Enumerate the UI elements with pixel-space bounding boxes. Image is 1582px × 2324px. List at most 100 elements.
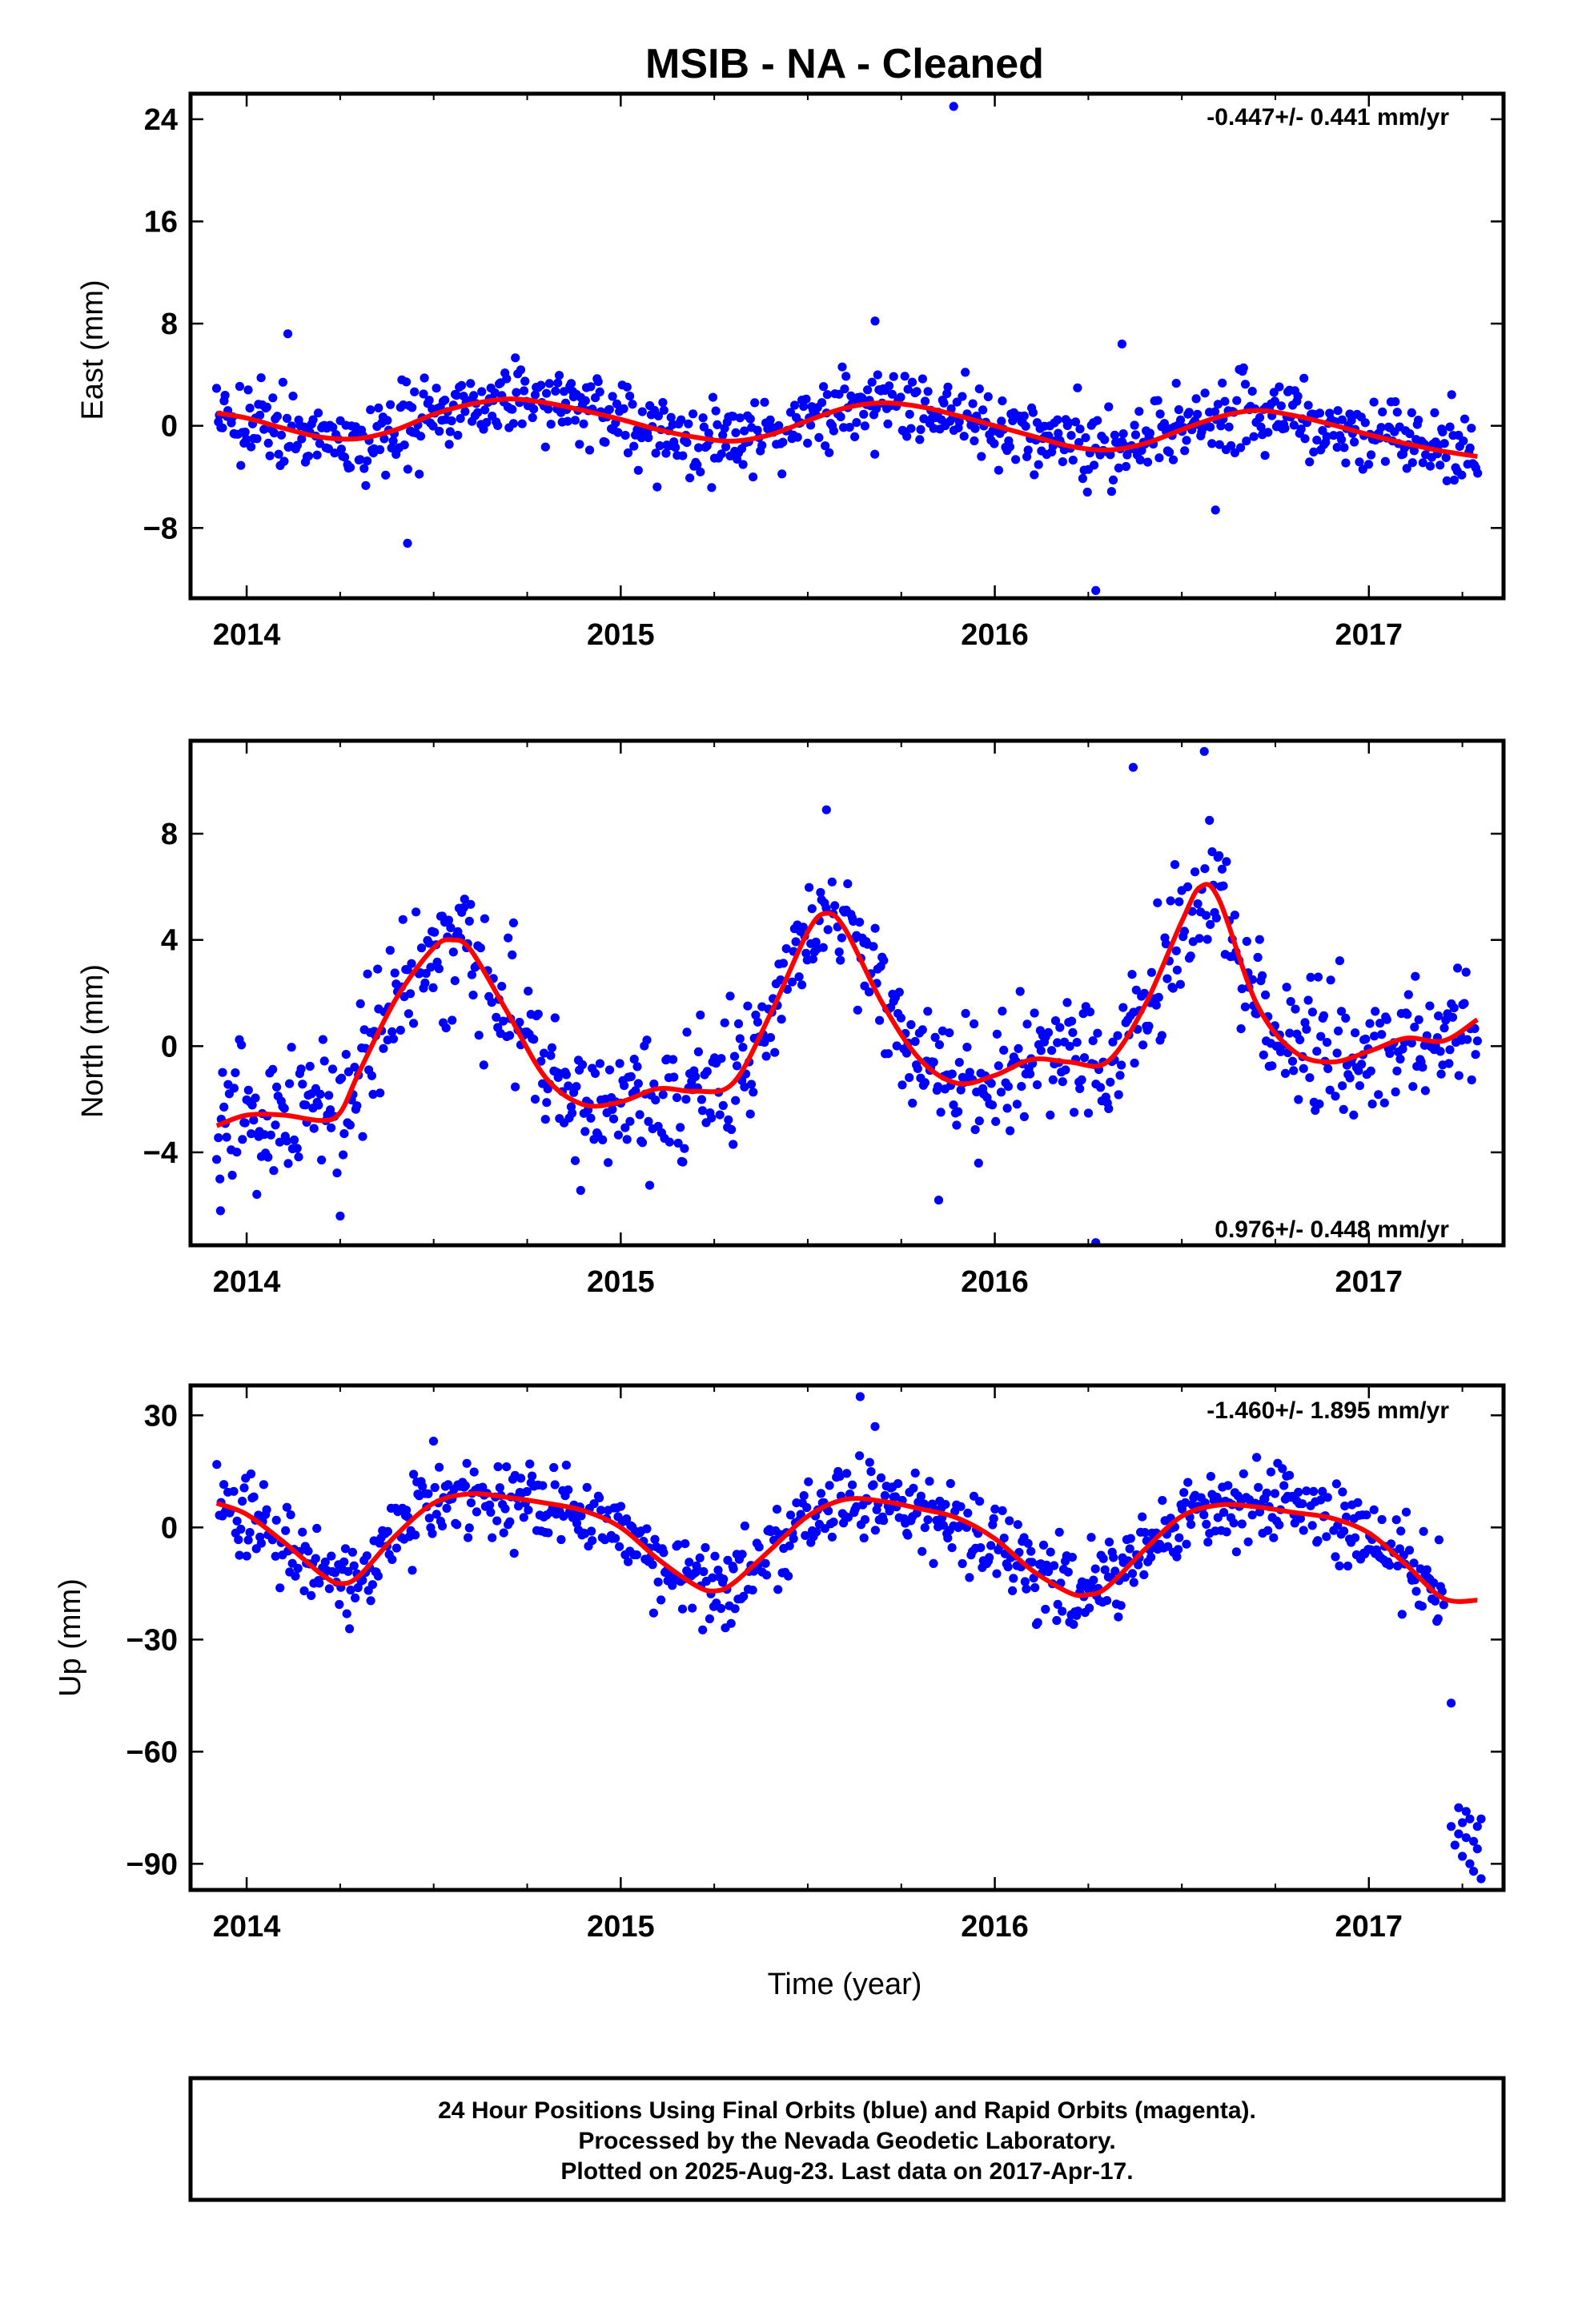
- data-point: [256, 373, 266, 383]
- data-point: [677, 1604, 688, 1614]
- data-point: [631, 1086, 640, 1096]
- data-point: [442, 1503, 452, 1513]
- data-point: [1279, 1481, 1289, 1490]
- data-point: [1403, 1010, 1412, 1019]
- data-point: [1323, 1493, 1332, 1502]
- data-point: [920, 1078, 930, 1088]
- data-point: [1369, 397, 1379, 407]
- data-point: [1306, 972, 1315, 982]
- y-tick-label: −90: [126, 1848, 178, 1881]
- data-point: [729, 1051, 740, 1061]
- data-point: [249, 1116, 259, 1125]
- data-point: [1161, 939, 1170, 949]
- data-point: [256, 1538, 266, 1548]
- data-point: [801, 1530, 810, 1540]
- data-point: [1203, 1538, 1213, 1547]
- data-point: [1180, 446, 1190, 456]
- data-point: [292, 1144, 302, 1153]
- data-point: [515, 1017, 524, 1027]
- data-point: [269, 428, 279, 438]
- data-point: [623, 448, 633, 458]
- data-point: [920, 396, 930, 406]
- data-point: [288, 392, 298, 401]
- data-point: [772, 1505, 782, 1514]
- data-point: [303, 1546, 313, 1556]
- data-point: [750, 398, 760, 408]
- data-point: [577, 1059, 588, 1070]
- data-point: [242, 1551, 251, 1561]
- data-point: [1332, 1048, 1342, 1058]
- data-point: [279, 456, 289, 466]
- data-point: [1291, 1004, 1300, 1014]
- data-point: [1075, 424, 1085, 434]
- data-point: [958, 1558, 967, 1569]
- data-point: [1237, 1519, 1247, 1529]
- data-point: [729, 412, 738, 421]
- data-point: [546, 1051, 556, 1060]
- data-point: [903, 384, 913, 394]
- data-point: [320, 1557, 330, 1567]
- data-point: [954, 1107, 963, 1116]
- data-point: [339, 1129, 349, 1139]
- data-point: [254, 1510, 263, 1520]
- data-point: [1425, 461, 1435, 471]
- data-point: [1222, 857, 1231, 866]
- data-point: [785, 1510, 796, 1520]
- data-point: [681, 1539, 690, 1549]
- data-point: [514, 1502, 524, 1511]
- data-point: [1296, 424, 1306, 434]
- data-point: [1206, 1472, 1215, 1482]
- data-point: [220, 391, 230, 400]
- data-point: [1247, 1510, 1257, 1520]
- data-point: [608, 1114, 619, 1124]
- data-point: [1127, 1569, 1138, 1578]
- data-point: [400, 440, 409, 450]
- data-point: [1093, 416, 1102, 425]
- data-point: [1026, 1546, 1036, 1556]
- data-point: [1336, 1007, 1347, 1016]
- data-point: [1325, 1085, 1335, 1095]
- data-point: [819, 382, 829, 392]
- data-point: [903, 1530, 913, 1540]
- data-point: [387, 1554, 397, 1564]
- data-point: [435, 426, 444, 436]
- data-point: [969, 1491, 979, 1501]
- data-point: [1073, 1606, 1083, 1616]
- data-point: [1230, 911, 1239, 920]
- data-point: [582, 1482, 592, 1492]
- data-point: [1006, 1126, 1015, 1136]
- data-point: [512, 388, 521, 397]
- data-point: [1391, 397, 1400, 407]
- data-point: [912, 387, 921, 396]
- data-point: [418, 1482, 428, 1491]
- data-point: [420, 373, 429, 383]
- data-point: [710, 1551, 720, 1561]
- data-point: [822, 390, 832, 400]
- data-point: [1030, 1582, 1040, 1593]
- data-point: [620, 431, 630, 440]
- data-point: [1367, 450, 1376, 460]
- data-point: [1369, 1505, 1379, 1514]
- data-point: [528, 412, 537, 423]
- data-point: [727, 1124, 737, 1135]
- data-point: [1280, 424, 1290, 433]
- data-point: [1407, 1038, 1416, 1047]
- outlier-point: [403, 538, 412, 549]
- data-point: [460, 407, 470, 416]
- data-point: [286, 1510, 295, 1520]
- data-point: [283, 1159, 293, 1168]
- y-tick-label: 30: [144, 1399, 178, 1433]
- data-point: [1072, 1038, 1082, 1047]
- data-point: [676, 1123, 685, 1132]
- data-point: [785, 408, 796, 417]
- data-point: [885, 1506, 894, 1516]
- data-point: [791, 937, 801, 947]
- data-point: [738, 460, 748, 469]
- data-point: [920, 1523, 930, 1533]
- data-point: [263, 438, 273, 448]
- data-point: [704, 428, 713, 438]
- data-point: [1005, 1516, 1014, 1526]
- data-point: [1305, 457, 1315, 467]
- data-point: [464, 916, 474, 926]
- data-point: [855, 917, 865, 927]
